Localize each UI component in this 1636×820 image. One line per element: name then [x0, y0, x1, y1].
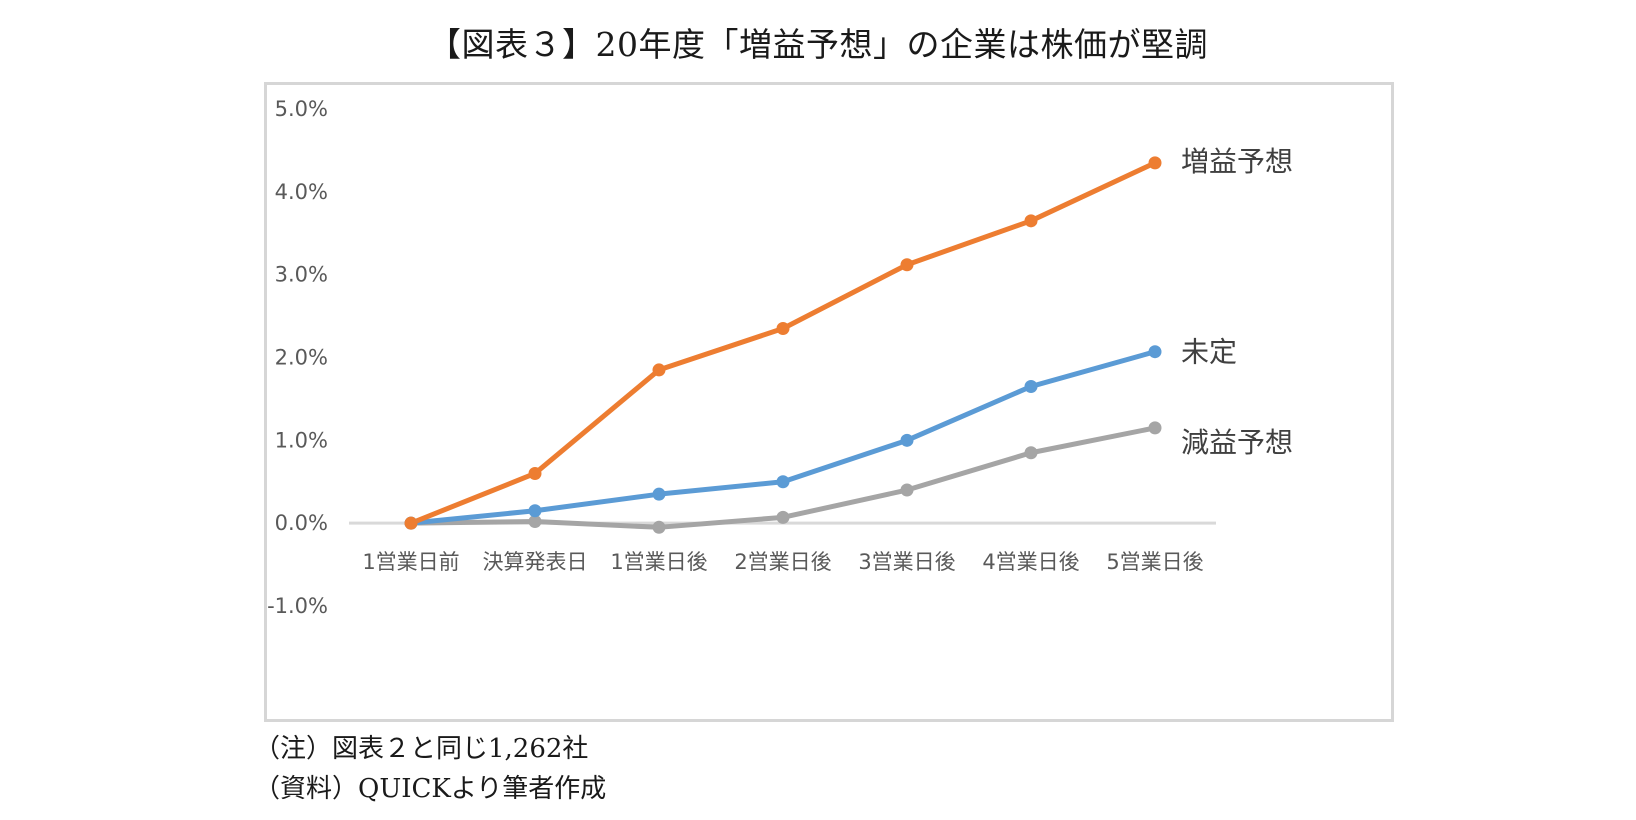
- data-point: [900, 258, 914, 272]
- data-point: [1148, 156, 1162, 170]
- data-point: [776, 510, 790, 524]
- x-tick-label: 5営業日後: [1106, 550, 1203, 574]
- line-chart: 5.0% 4.0% 3.0% 2.0% 1.0% 0.0% -1.0% 1営業日前 決算発表日 1…: [267, 97, 1293, 618]
- series-line-1: [408, 349, 1158, 526]
- y-tick-label: 4.0%: [275, 180, 328, 204]
- series-label: 未定: [1181, 336, 1237, 369]
- y-tick-label: -1.0%: [267, 594, 328, 618]
- x-tick-label: 決算発表日: [483, 550, 588, 574]
- data-point: [404, 516, 418, 530]
- data-point: [1024, 214, 1038, 228]
- x-tick-label: 1営業日後: [610, 550, 707, 574]
- data-point: [900, 483, 914, 497]
- chart-source: （資料）QUICKより筆者作成: [254, 774, 607, 804]
- y-tick-label: 0.0%: [275, 511, 328, 535]
- x-tick-label: 4営業日後: [982, 550, 1079, 574]
- x-tick-label: 3営業日後: [858, 550, 955, 574]
- x-tick-label: 1営業日前: [362, 550, 459, 574]
- series-line-0: [408, 160, 1158, 526]
- data-point: [1148, 345, 1162, 359]
- data-point: [1024, 379, 1038, 393]
- data-point: [776, 475, 790, 489]
- data-point: [652, 520, 666, 534]
- y-tick-label: 2.0%: [275, 346, 328, 370]
- series-label: 減益予想: [1181, 426, 1293, 459]
- data-point: [652, 487, 666, 501]
- series-label: 増益予想: [1181, 145, 1293, 178]
- y-tick-label: 3.0%: [275, 263, 328, 287]
- data-point: [528, 504, 542, 518]
- data-point: [528, 466, 542, 480]
- y-tick-label: 5.0%: [275, 97, 328, 121]
- chart-title: 【図表３】20年度「増益予想」の企業は株価が堅調: [428, 25, 1208, 64]
- chart-note: （注）図表２と同じ1,262社: [254, 734, 589, 764]
- data-point: [1024, 446, 1038, 460]
- y-tick-label: 1.0%: [275, 428, 328, 452]
- data-point: [1148, 421, 1162, 435]
- x-tick-label: 2営業日後: [734, 550, 831, 574]
- data-point: [776, 322, 790, 336]
- chart-area: 5.0% 4.0% 3.0% 2.0% 1.0% 0.0% -1.0% 1営業日前 決算発表日 1…: [264, 82, 1394, 722]
- data-point: [652, 363, 666, 377]
- data-point: [528, 515, 542, 529]
- data-point: [900, 433, 914, 447]
